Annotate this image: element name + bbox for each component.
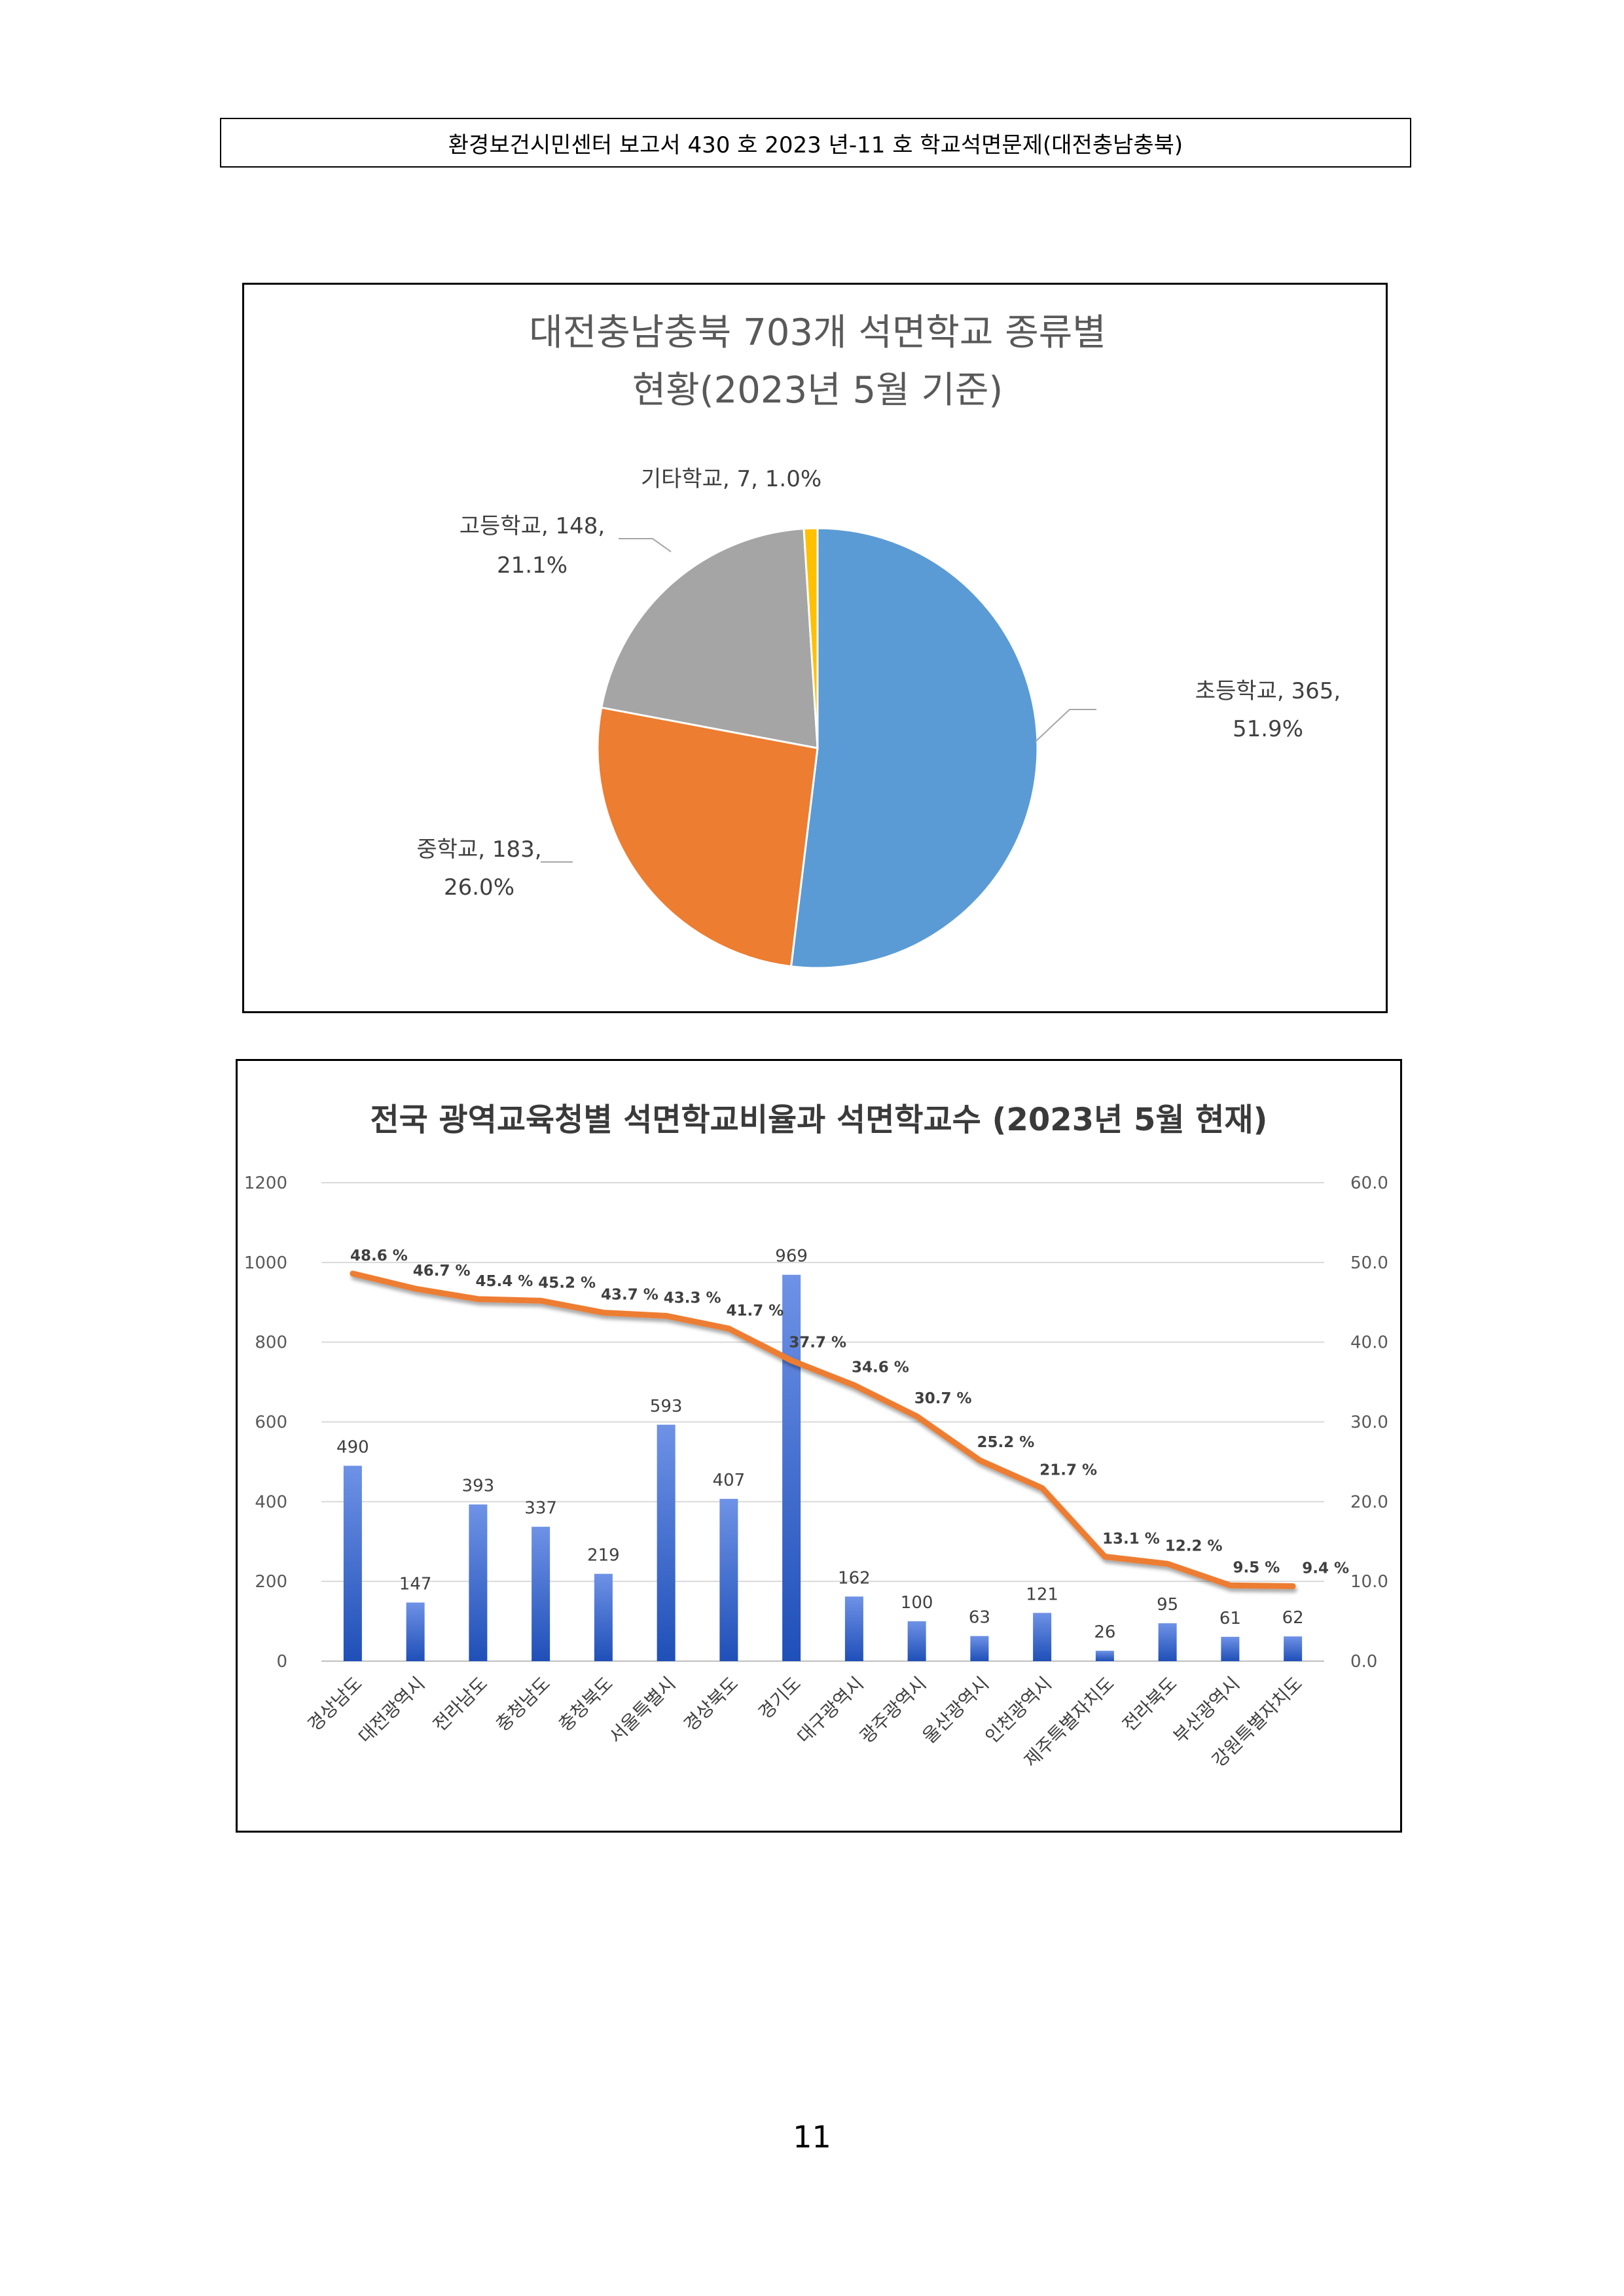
- y2-tick-label: 30.0: [1350, 1413, 1388, 1433]
- bar-value-label: 26: [1094, 1623, 1115, 1642]
- y-tick-label: 1000: [244, 1253, 287, 1273]
- y2-tick-label: 20.0: [1350, 1492, 1388, 1512]
- x-tick-label: 전라남도: [429, 1673, 492, 1736]
- leader-line-elementary: [1035, 709, 1096, 742]
- page-number: 11: [793, 2119, 831, 2155]
- bar-4: [594, 1573, 613, 1661]
- line-value-label: 12.2 %: [1165, 1537, 1223, 1554]
- bar-value-label: 62: [1282, 1608, 1304, 1628]
- line-value-label: 43.3 %: [664, 1289, 721, 1306]
- bar-5: [657, 1424, 676, 1661]
- bar-6: [719, 1499, 738, 1661]
- bar-line-chart: 전국 광역교육청별 석면학교비율과 석면학교수 (2023년 5월 현재) 0 2…: [244, 1102, 1388, 1771]
- x-tick-label: 대전광역시: [354, 1673, 429, 1748]
- line-value-label: 34.6 %: [852, 1359, 909, 1376]
- x-tick-label: 울산광역시: [918, 1673, 993, 1748]
- y-tick-label: 1200: [244, 1174, 287, 1193]
- bar-value-label: 63: [969, 1608, 990, 1628]
- bar-value-label: 219: [587, 1546, 620, 1566]
- pie-label-elementary-line2: 51.9%: [1233, 716, 1303, 742]
- line-value-label: 9.5 %: [1233, 1559, 1280, 1576]
- y2-tick-label: 60.0: [1350, 1174, 1388, 1193]
- bar-7: [782, 1274, 801, 1661]
- bar-8: [844, 1596, 863, 1661]
- bar-9: [907, 1621, 926, 1661]
- line-value-label: 37.7 %: [789, 1335, 846, 1352]
- bar-11: [1033, 1613, 1052, 1661]
- bar-value-label: 969: [775, 1247, 808, 1266]
- x-tick-label: 경상북도: [679, 1673, 742, 1736]
- bar-2: [469, 1504, 488, 1661]
- y-tick-label: 800: [255, 1333, 287, 1353]
- pie-label-high-line1: 고등학교, 148,: [460, 513, 605, 539]
- pie-label-high-line2: 21.1%: [497, 552, 568, 579]
- line-value-label: 41.7 %: [726, 1302, 784, 1319]
- y-tick-label: 600: [255, 1413, 287, 1433]
- bar-value-label: 162: [838, 1568, 871, 1588]
- line-value-label: 45.2 %: [538, 1274, 596, 1291]
- pie-title-line-2: 현황(2023년 5월 기준): [632, 369, 1003, 412]
- pie-title-line-1: 대전충남충북 703개 석면학교 종류별: [529, 312, 1106, 354]
- x-tick-label: 서울특별시: [605, 1673, 679, 1748]
- bar-15: [1284, 1636, 1303, 1661]
- y-tick-label: 400: [255, 1492, 287, 1512]
- x-tick-label: 경기도: [754, 1673, 805, 1724]
- line-value-label: 13.1 %: [1102, 1530, 1160, 1547]
- x-tick-label: 충청북도: [554, 1673, 617, 1736]
- y2-tick-label: 0.0: [1350, 1652, 1377, 1672]
- pie-label-other: 기타학교, 7, 1.0%: [641, 466, 821, 492]
- pie-chart-panel: 대전충남충북 703개 석면학교 종류별 현황(2023년 5월 기준) 초등학…: [242, 283, 1388, 1013]
- y2-tick-label: 50.0: [1350, 1253, 1388, 1273]
- x-tick-label: 전라북도: [1118, 1673, 1181, 1736]
- bar-value-label: 490: [336, 1438, 369, 1458]
- pie-chart: 대전충남충북 703개 석면학교 종류별 현황(2023년 5월 기준) 초등학…: [416, 312, 1341, 969]
- bar-12: [1095, 1651, 1114, 1661]
- bar-0: [343, 1465, 362, 1661]
- bar-value-label: 337: [524, 1499, 557, 1518]
- bar-value-label: 121: [1026, 1585, 1058, 1604]
- y2-tick-label: 10.0: [1350, 1572, 1388, 1592]
- bar-value-label: 95: [1157, 1595, 1178, 1615]
- x-tick-label: 광주광역시: [856, 1673, 930, 1748]
- line-value-label: 46.7 %: [413, 1263, 471, 1280]
- pie-slice-1: [596, 706, 819, 968]
- pie-label-middle-line1: 중학교, 183,: [416, 836, 541, 863]
- bar-value-label: 407: [713, 1471, 746, 1490]
- line-value-label: 45.4 %: [475, 1273, 533, 1290]
- pie-slice-0: [789, 527, 1039, 969]
- line-value-label: 30.7 %: [914, 1390, 972, 1407]
- line-value-label: 25.2 %: [977, 1434, 1034, 1451]
- bar-value-label: 61: [1219, 1609, 1241, 1628]
- ratio-line-series: [350, 1270, 1296, 1589]
- line-value-label: 21.7 %: [1039, 1462, 1097, 1479]
- report-header-text: 환경보건시민센터 보고서 430 호 2023 년-11 호 학교석면문제(대전…: [448, 132, 1183, 158]
- x-tick-label: 경상남도: [304, 1673, 367, 1736]
- bar-value-label: 100: [901, 1593, 933, 1613]
- bar-chart-panel: 전국 광역교육청별 석면학교비율과 석면학교수 (2023년 5월 현재) 0 2…: [236, 1059, 1402, 1833]
- pie-slice-2: [600, 528, 819, 749]
- line-value-label: 9.4 %: [1302, 1560, 1349, 1577]
- pie-label-elementary-line1: 초등학교, 365,: [1195, 678, 1341, 704]
- y-tick-label: 200: [255, 1572, 287, 1592]
- bar-10: [970, 1636, 989, 1661]
- bar-14: [1221, 1636, 1240, 1661]
- pie-slice-3: [803, 527, 819, 749]
- x-tick-label: 대구광역시: [793, 1673, 867, 1748]
- report-header: 환경보건시민센터 보고서 430 호 2023 년-11 호 학교석면문제(대전…: [220, 118, 1411, 168]
- bar-value-label: 593: [650, 1397, 683, 1416]
- bar-value-label: 147: [399, 1574, 432, 1594]
- bar-13: [1158, 1623, 1177, 1661]
- bar-1: [406, 1602, 425, 1661]
- line-value-label: 48.6 %: [350, 1247, 408, 1265]
- y2-tick-label: 40.0: [1350, 1333, 1388, 1353]
- x-tick-label: 충청남도: [492, 1673, 554, 1736]
- bar-value-label: 393: [462, 1477, 495, 1496]
- bar-3: [532, 1526, 550, 1661]
- y-tick-label: 0: [276, 1652, 287, 1672]
- bar-chart-title: 전국 광역교육청별 석면학교비율과 석면학교수 (2023년 5월 현재): [370, 1102, 1268, 1138]
- pie-label-middle-line2: 26.0%: [444, 874, 514, 901]
- leader-line-high: [619, 538, 672, 552]
- line-value-label: 43.7 %: [601, 1287, 659, 1304]
